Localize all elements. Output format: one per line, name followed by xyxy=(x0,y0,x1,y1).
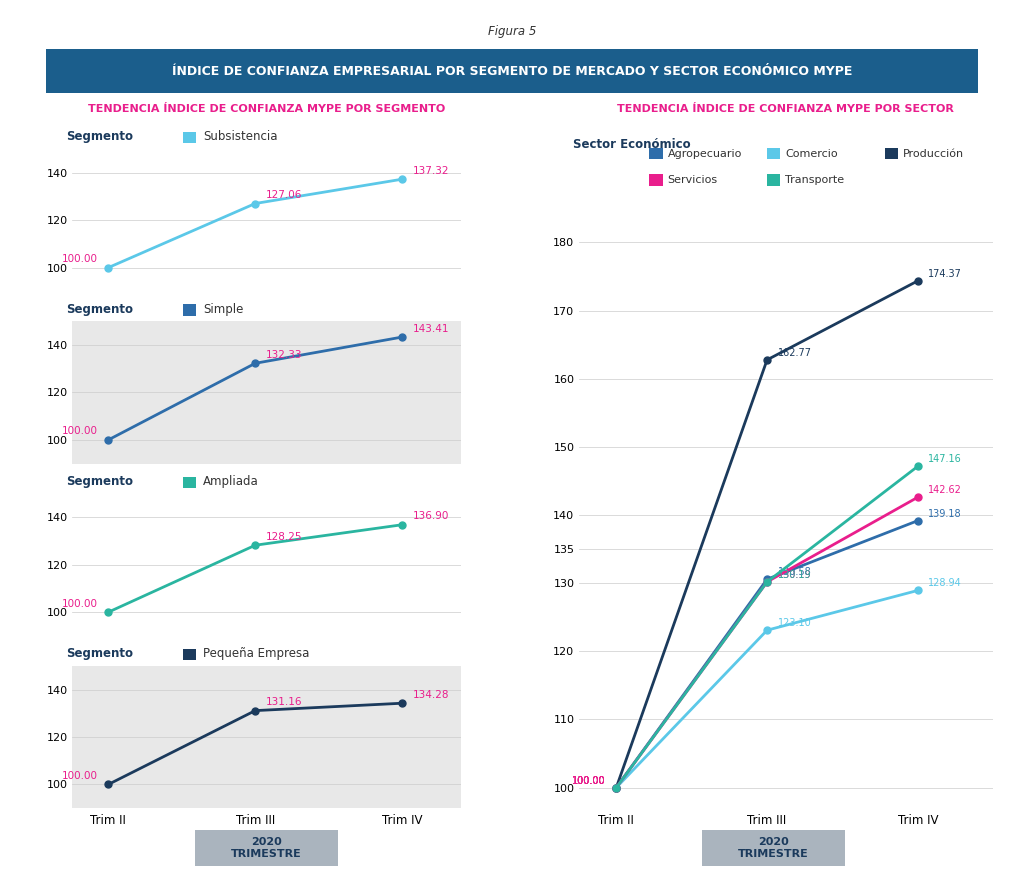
Text: Ampliada: Ampliada xyxy=(203,475,258,488)
Text: 162.77: 162.77 xyxy=(777,348,812,358)
Text: 142.62: 142.62 xyxy=(929,485,963,496)
Text: 2020
TRIMESTRE: 2020 TRIMESTRE xyxy=(738,837,809,859)
Text: Segmento: Segmento xyxy=(67,131,133,143)
Text: 131.16: 131.16 xyxy=(265,697,302,707)
Text: 128.25: 128.25 xyxy=(265,532,302,542)
Text: 134.28: 134.28 xyxy=(413,690,449,700)
Text: 130.19: 130.19 xyxy=(777,570,811,580)
Text: 139.18: 139.18 xyxy=(929,509,963,519)
FancyBboxPatch shape xyxy=(195,830,338,866)
Text: 143.41: 143.41 xyxy=(413,323,449,334)
Text: 123.10: 123.10 xyxy=(777,618,811,628)
Text: 100.00: 100.00 xyxy=(62,254,98,264)
FancyBboxPatch shape xyxy=(183,649,196,660)
FancyBboxPatch shape xyxy=(767,175,780,186)
FancyBboxPatch shape xyxy=(183,477,196,488)
Text: Segmento: Segmento xyxy=(67,475,133,488)
Text: 128.94: 128.94 xyxy=(929,578,963,589)
Text: 100.00: 100.00 xyxy=(572,775,606,786)
Text: TENDENCIA ÍNDICE DE CONFIANZA MYPE POR SEGMENTO: TENDENCIA ÍNDICE DE CONFIANZA MYPE POR S… xyxy=(88,104,444,114)
Text: 100.00: 100.00 xyxy=(62,599,98,608)
Text: Subsistencia: Subsistencia xyxy=(203,131,278,143)
FancyBboxPatch shape xyxy=(649,147,663,160)
FancyBboxPatch shape xyxy=(649,175,663,186)
Text: 127.06: 127.06 xyxy=(265,190,302,200)
Text: 137.32: 137.32 xyxy=(413,166,449,176)
Text: 100.00: 100.00 xyxy=(572,775,606,786)
FancyBboxPatch shape xyxy=(183,305,196,315)
Text: 100.00: 100.00 xyxy=(62,771,98,781)
FancyBboxPatch shape xyxy=(701,830,845,866)
Text: 100.00: 100.00 xyxy=(62,426,98,436)
Text: 147.16: 147.16 xyxy=(929,454,963,464)
Text: ÍNDICE DE CONFIANZA EMPRESARIAL POR SEGMENTO DE MERCADO Y SECTOR ECONÓMICO MYPE: ÍNDICE DE CONFIANZA EMPRESARIAL POR SEGM… xyxy=(172,65,852,77)
Text: Servicios: Servicios xyxy=(668,175,718,186)
Text: 2020
TRIMESTRE: 2020 TRIMESTRE xyxy=(230,837,302,859)
FancyBboxPatch shape xyxy=(46,49,978,93)
FancyBboxPatch shape xyxy=(183,132,196,143)
Text: TENDENCIA ÍNDICE DE CONFIANZA MYPE POR SECTOR: TENDENCIA ÍNDICE DE CONFIANZA MYPE POR S… xyxy=(617,104,954,114)
Text: 130.19: 130.19 xyxy=(777,570,811,580)
Text: Agropecuario: Agropecuario xyxy=(668,148,742,159)
Text: Comercio: Comercio xyxy=(785,148,838,159)
Text: Segmento: Segmento xyxy=(67,647,133,660)
Text: Pequeña Empresa: Pequeña Empresa xyxy=(203,647,309,660)
Text: Simple: Simple xyxy=(203,303,243,315)
Text: 136.90: 136.90 xyxy=(413,511,449,521)
Text: 100.00: 100.00 xyxy=(572,775,606,786)
Text: Sector Económico: Sector Económico xyxy=(573,138,691,151)
Text: 100.00: 100.00 xyxy=(572,775,606,786)
Text: Transporte: Transporte xyxy=(785,175,845,186)
Text: Producción: Producción xyxy=(903,148,965,159)
Text: 174.37: 174.37 xyxy=(929,269,963,279)
FancyBboxPatch shape xyxy=(767,147,780,160)
Text: 132.33: 132.33 xyxy=(265,350,302,360)
Text: Figura 5: Figura 5 xyxy=(487,25,537,38)
FancyBboxPatch shape xyxy=(885,147,898,160)
Text: 100.00: 100.00 xyxy=(572,775,606,786)
Text: 130.58: 130.58 xyxy=(777,567,811,577)
Text: Segmento: Segmento xyxy=(67,303,133,315)
